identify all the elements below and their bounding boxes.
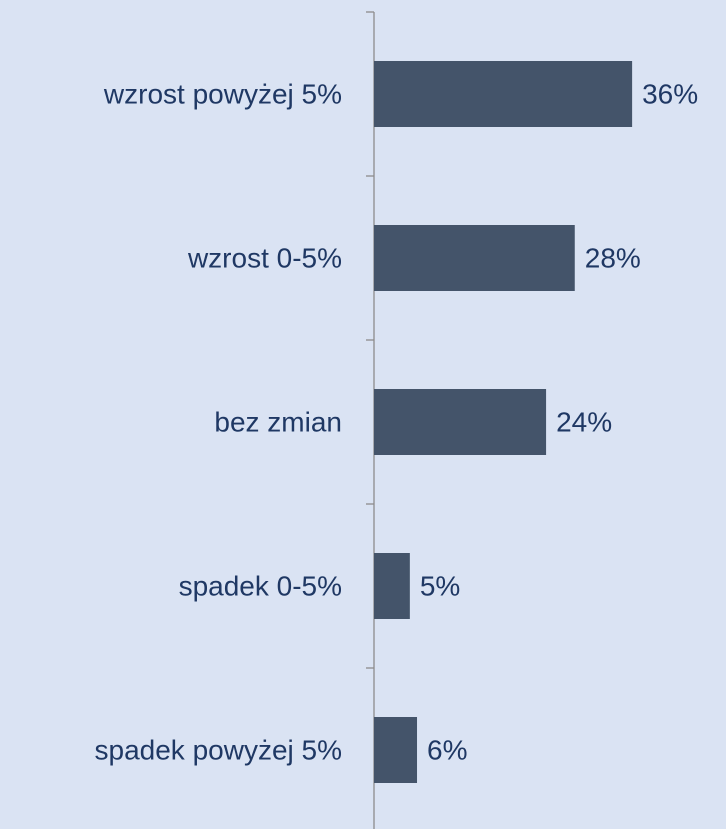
value-label: 36% (642, 78, 698, 109)
bar (374, 717, 418, 783)
category-label: spadek 0-5% (179, 570, 342, 601)
value-label: 24% (556, 406, 612, 437)
value-label: 5% (420, 570, 460, 601)
bar (374, 389, 547, 455)
category-label: spadek powyżej 5% (95, 734, 342, 765)
bar (374, 61, 633, 127)
bar (374, 225, 575, 291)
category-label: wzrost 0-5% (187, 242, 342, 273)
category-label: wzrost powyżej 5% (103, 78, 342, 109)
value-label: 6% (427, 734, 467, 765)
category-label: bez zmian (214, 406, 342, 437)
bar (374, 553, 410, 619)
value-label: 28% (585, 242, 641, 273)
